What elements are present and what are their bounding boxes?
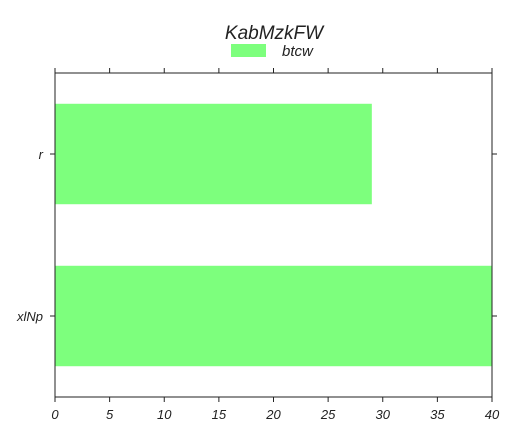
legend: btcw xyxy=(231,43,314,60)
x-axis: 0 5 10 15 20 25 30 35 40 xyxy=(51,68,500,422)
x-tick-label-40: 40 xyxy=(485,407,500,422)
chart-title: KabMzkFW xyxy=(225,23,325,44)
bar-r xyxy=(55,103,372,205)
y-tick-label-r: r xyxy=(39,147,44,162)
y-tick-label-xlNp: xlNp xyxy=(16,309,43,324)
x-tick-label-15: 15 xyxy=(212,407,227,422)
y-axis: r xlNp xyxy=(16,147,497,324)
x-tick-label-35: 35 xyxy=(430,407,445,422)
legend-label: btcw xyxy=(282,43,314,60)
x-tick-label-20: 20 xyxy=(265,407,281,422)
bars xyxy=(55,103,492,367)
x-tick-label-25: 25 xyxy=(320,407,336,422)
legend-swatch xyxy=(231,44,266,57)
bar-xlNp xyxy=(55,265,492,367)
x-tick-label-10: 10 xyxy=(157,407,172,422)
x-tick-label-0: 0 xyxy=(51,407,59,422)
x-tick-label-30: 30 xyxy=(376,407,391,422)
x-tick-label-5: 5 xyxy=(106,407,114,422)
